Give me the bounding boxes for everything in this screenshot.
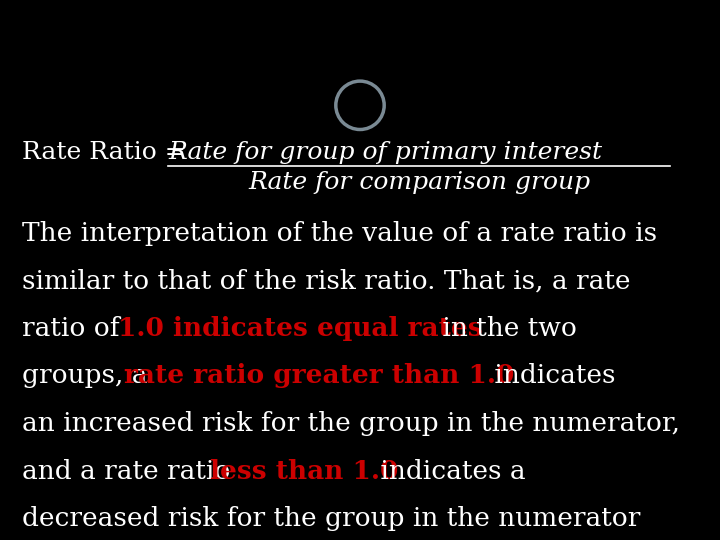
Text: indicates a: indicates a (372, 458, 526, 483)
Text: rate ratio greater than 1.0: rate ratio greater than 1.0 (124, 363, 514, 388)
Text: decreased risk for the group in the numerator: decreased risk for the group in the nume… (22, 506, 640, 531)
Text: and a rate ratio: and a rate ratio (22, 458, 239, 483)
Text: similar to that of the risk ratio. That is, a rate: similar to that of the risk ratio. That … (22, 268, 631, 293)
Text: Rate for comparison group: Rate for comparison group (248, 171, 590, 194)
Text: in the two: in the two (434, 316, 577, 341)
Text: groups, a: groups, a (22, 363, 156, 388)
Text: less than 1.0: less than 1.0 (210, 458, 398, 483)
Text: ratio of: ratio of (22, 316, 128, 341)
Text: Rate for group of primary interest: Rate for group of primary interest (168, 141, 602, 164)
Text: an increased risk for the group in the numerator,: an increased risk for the group in the n… (22, 411, 680, 436)
Text: 1.0 indicates equal rates: 1.0 indicates equal rates (118, 316, 482, 341)
Text: Rate ratio: Rate ratio (243, 24, 477, 66)
Text: The interpretation of the value of a rate ratio is: The interpretation of the value of a rat… (22, 221, 657, 246)
Text: indicates: indicates (486, 363, 616, 388)
Text: Rate Ratio =: Rate Ratio = (22, 141, 186, 164)
